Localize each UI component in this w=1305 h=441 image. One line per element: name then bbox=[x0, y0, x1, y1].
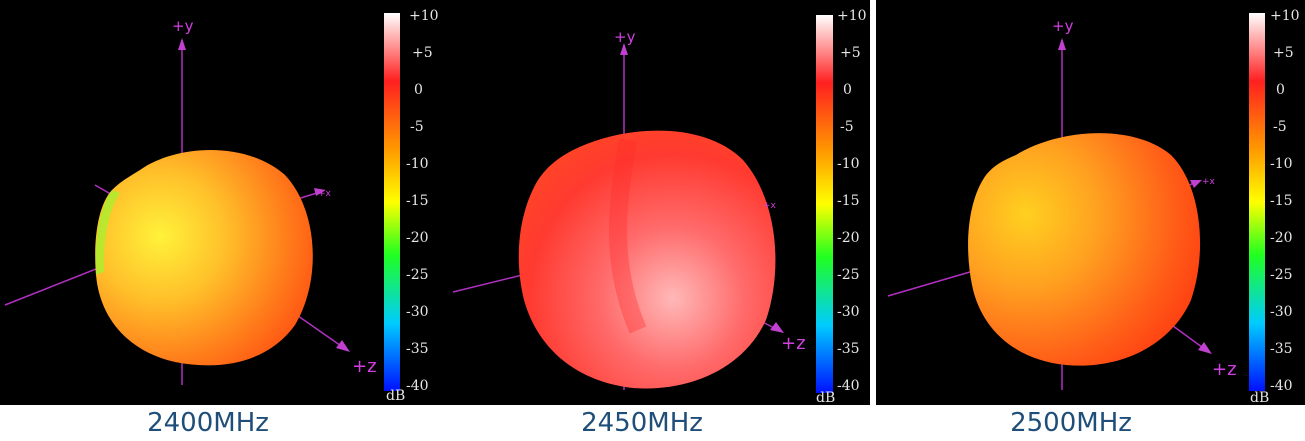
caption-2500: 2500MHz bbox=[1010, 408, 1132, 438]
colorbar-tick: -25 bbox=[837, 267, 860, 283]
radiation-pattern-plot: +y +x +z +10 +5 0 -5 -10 -15 -20 -25 -30… bbox=[452, 8, 867, 405]
colorbar-tick: -40 bbox=[1270, 378, 1293, 394]
radiation-pattern-body bbox=[968, 133, 1201, 366]
y-axis-label: +y bbox=[614, 28, 636, 46]
colorbar-tick: +5 bbox=[840, 45, 861, 61]
colorbar-tick: -25 bbox=[1270, 267, 1293, 283]
colorbar: +10 +5 0 -5 -10 -15 -20 -25 -30 -35 -40 … bbox=[1249, 8, 1300, 405]
colorbar-tick: +10 bbox=[837, 8, 867, 24]
colorbar-tick: -20 bbox=[1270, 230, 1293, 246]
colorbar: +10 +5 0 dB bbox=[384, 13, 405, 404]
colorbar-tick: -40 bbox=[837, 378, 860, 394]
colorbar-tick: 0 bbox=[843, 82, 852, 98]
colorbar-unit: dB bbox=[816, 390, 835, 405]
colorbar-tick: +10 bbox=[1270, 8, 1300, 24]
colorbar-tick: -30 bbox=[406, 304, 429, 320]
colorbar-tick: -5 bbox=[840, 119, 854, 135]
radiation-pattern-plot: +y +x +z +10 +5 0 -5 -10 -15 -20 -25 -30… bbox=[887, 8, 1300, 405]
colorbar-unit: dB bbox=[1250, 390, 1269, 405]
colorbar-tick: -10 bbox=[1270, 156, 1293, 172]
colorbar-tick: 0 bbox=[1276, 82, 1285, 98]
colorbar-unit: dB bbox=[386, 388, 405, 404]
z-axis-label: +z bbox=[352, 356, 377, 377]
colorbar-tick: -10 bbox=[837, 156, 860, 172]
x-axis-label: +x bbox=[1202, 177, 1216, 187]
pattern-panel-2400: +y +x +z +10 +5 0 dB bbox=[0, 0, 406, 405]
colorbar-tick: -25 bbox=[406, 267, 429, 283]
y-axis-label: +y bbox=[1052, 17, 1074, 35]
z-axis-label: +z bbox=[781, 333, 806, 354]
colorbar-tick: -35 bbox=[837, 341, 860, 357]
colorbar-tick: -15 bbox=[406, 193, 429, 209]
colorbar: +10 +5 0 -5 -10 -15 -20 -25 -30 -35 -40 … bbox=[816, 8, 867, 405]
colorbar-tick: -15 bbox=[1270, 193, 1293, 209]
colorbar-tick: -5 bbox=[1273, 119, 1287, 135]
colorbar-tick: -20 bbox=[406, 230, 429, 246]
colorbar-tick: -10 bbox=[406, 156, 429, 172]
colorbar-tick: -35 bbox=[1270, 341, 1293, 357]
colorbar-tick: -5 bbox=[410, 119, 424, 135]
colorbar-tick: -20 bbox=[837, 230, 860, 246]
radiation-pattern-body bbox=[95, 150, 313, 366]
x-axis-label: +x bbox=[763, 201, 777, 211]
colorbar-tick: -30 bbox=[1270, 304, 1293, 320]
caption-2400: 2400MHz bbox=[147, 408, 269, 438]
colorbar-tick: +10 bbox=[409, 8, 438, 24]
colorbar-tick: +5 bbox=[412, 45, 433, 61]
radiation-pattern-body bbox=[518, 130, 776, 389]
colorbar-tick: +5 bbox=[1273, 45, 1294, 61]
z-axis-label: +z bbox=[1212, 359, 1237, 380]
colorbar-tick: -35 bbox=[406, 341, 429, 357]
colorbar-tick: -30 bbox=[837, 304, 860, 320]
pattern-panel-2450: +y +x +z +10 +5 0 -5 -10 -15 -20 -25 -30… bbox=[438, 0, 870, 405]
colorbar-ticks-2400: +10 +5 0 -5 -10 -15 -20 -25 -30 -35 -40 bbox=[406, 0, 438, 405]
radiation-pattern-plot: +y +x +z +10 +5 0 dB bbox=[4, 13, 405, 404]
x-axis-label: +x bbox=[318, 189, 332, 199]
colorbar-tick: -15 bbox=[837, 193, 860, 209]
pattern-panel-2500: +y +x +z +10 +5 0 -5 -10 -15 -20 -25 -30… bbox=[876, 0, 1305, 405]
y-axis-label: +y bbox=[172, 17, 194, 35]
caption-2450: 2450MHz bbox=[581, 408, 703, 438]
colorbar-tick: 0 bbox=[414, 82, 423, 98]
colorbar-tick: -40 bbox=[406, 378, 429, 394]
